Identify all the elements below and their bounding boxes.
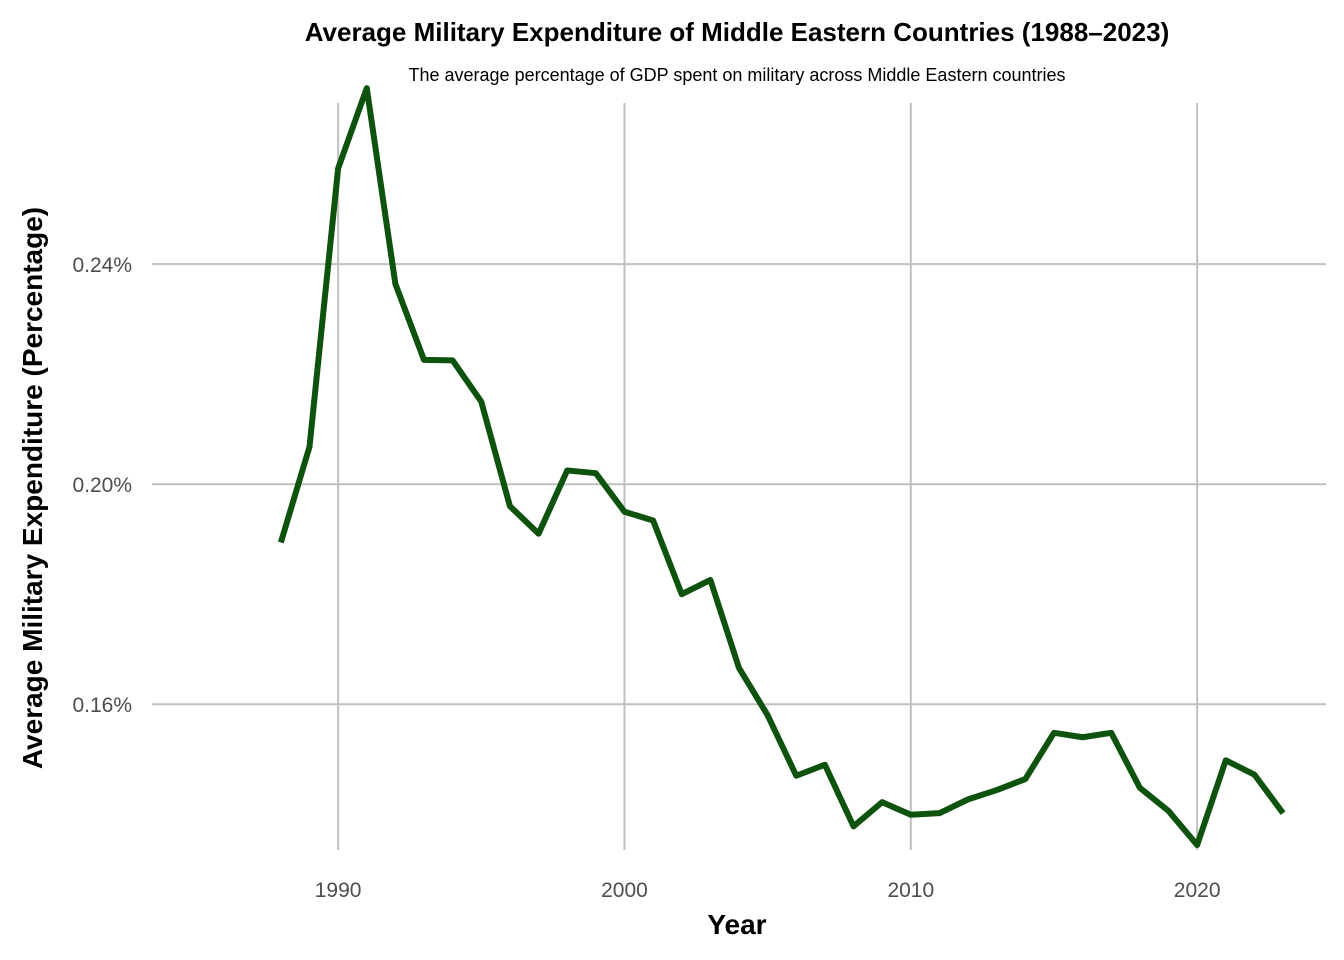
x-gridlines	[337, 103, 1199, 850]
y-axis-ticks: 0.16% 0.20% 0.24%	[72, 254, 132, 717]
x-tick-label: 1990	[315, 879, 362, 902]
x-tick-label: 2010	[887, 879, 934, 902]
x-axis-title: Year	[707, 909, 766, 940]
chart-subtitle: The average percentage of GDP spent on m…	[409, 65, 1066, 85]
x-tick-label: 2000	[601, 879, 648, 902]
series-layer	[277, 85, 1286, 849]
chart-title: Average Military Expenditure of Middle E…	[305, 17, 1170, 47]
series-line	[277, 85, 1286, 849]
y-tick-label: 0.16%	[72, 694, 132, 717]
y-axis-title: Average Military Expenditure (Percentage…	[17, 207, 48, 769]
x-axis-ticks: 1990 2000 2010 2020	[315, 879, 1221, 902]
x-tick-label: 2020	[1174, 879, 1221, 902]
y-gridlines	[152, 263, 1326, 706]
y-tick-label: 0.20%	[72, 474, 132, 497]
y-tick-label: 0.24%	[72, 254, 132, 277]
